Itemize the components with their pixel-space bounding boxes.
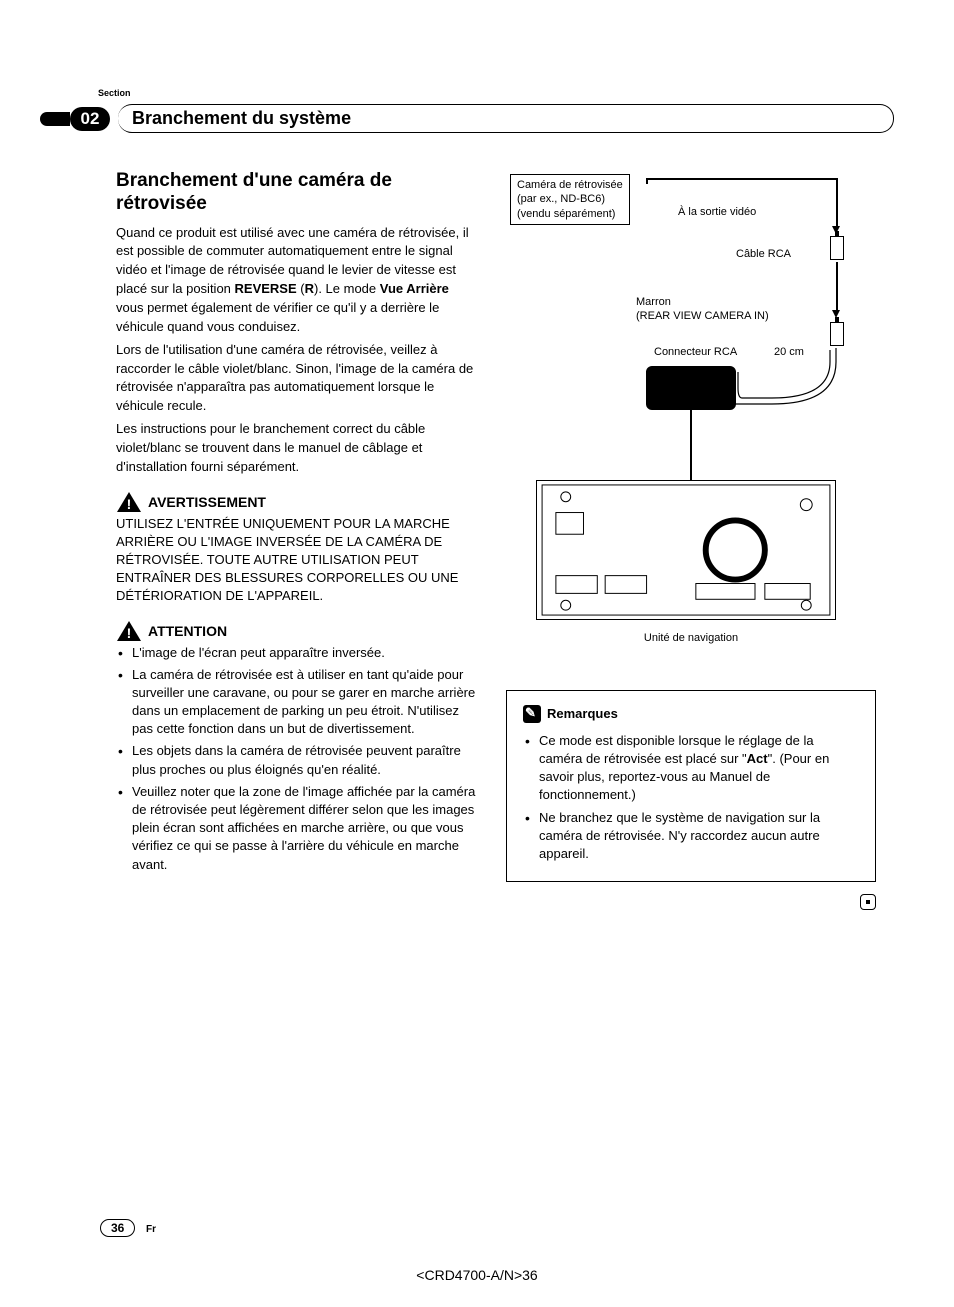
para1-post: vous permet également de vérifier ce qu'… — [116, 300, 439, 334]
attention-item: L'image de l'écran peut apparaître inver… — [116, 644, 476, 662]
notes-heading-label: Remarques — [547, 705, 618, 724]
notes-item: Ce mode est disponible lorsque le réglag… — [523, 732, 859, 805]
chapter-title: Branchement du système — [132, 108, 351, 128]
attention-heading: ! ATTENTION — [116, 620, 476, 642]
video-out-label: À la sortie vidéo — [678, 206, 756, 219]
right-column: Caméra de rétrovisée (par ex., ND-BC6) (… — [506, 170, 876, 1187]
notes-box: Remarques Ce mode est disponible lorsque… — [506, 690, 876, 882]
warning-triangle-icon: ! — [116, 491, 142, 513]
camera-label-box: Caméra de rétrovisée (par ex., ND-BC6) (… — [510, 174, 630, 225]
article-title: Branchement d'une caméra de rétrovisée — [116, 170, 476, 216]
para1-bold-r: R — [305, 281, 314, 296]
chapter-title-wrap: Branchement du système — [118, 104, 894, 133]
para1-bold-vue: Vue Arrière — [380, 281, 449, 296]
intro-paragraph-1: Quand ce produit est utilisé avec une ca… — [116, 224, 476, 337]
camera-box-line3: (vendu séparément) — [517, 207, 623, 221]
warning-body: UTILISEZ L'ENTRÉE UNIQUEMENT POUR LA MAR… — [116, 515, 476, 606]
section-label: Section — [98, 88, 131, 98]
notes-item-0-bold: Act — [747, 751, 768, 766]
section-end-icon — [860, 894, 876, 910]
rca-cable-label: Câble RCA — [736, 248, 791, 261]
wire — [836, 178, 838, 228]
para1-mid: ( — [297, 281, 305, 296]
page-number-badge: 36 — [100, 1219, 135, 1237]
language-code: Fr — [146, 1224, 156, 1235]
notes-heading: Remarques — [523, 705, 859, 724]
notes-list: Ce mode est disponible lorsque le réglag… — [523, 732, 859, 863]
warning-heading: ! AVERTISSEMENT — [116, 491, 476, 513]
intro-paragraph-3: Les instructions pour le branchement cor… — [116, 420, 476, 477]
section-number-badge: 02 — [70, 107, 110, 131]
svg-text:!: ! — [127, 625, 132, 641]
document-code: <CRD4700-A/N>36 — [0, 1267, 954, 1283]
attention-label: ATTENTION — [148, 623, 227, 639]
attention-list: L'image de l'écran peut apparaître inver… — [116, 644, 476, 874]
attention-item: Les objets dans la caméra de rétrovisée … — [116, 742, 476, 778]
attention-item: Veuillez noter que la zone de l'image af… — [116, 783, 476, 874]
rca-plug-bottom — [830, 322, 844, 346]
rca-connector-block — [646, 366, 736, 410]
wire — [690, 410, 692, 480]
svg-text:!: ! — [127, 496, 132, 512]
para1-bold-reverse: REVERSE — [235, 281, 297, 296]
left-column: Branchement d'une caméra de rétrovisée Q… — [116, 170, 476, 1187]
para1-mid2: ). Le mode — [314, 281, 380, 296]
unit-detail-icon — [537, 481, 835, 619]
wire — [646, 178, 836, 180]
chapter-header: 02 Branchement du système — [40, 104, 894, 133]
connection-diagram: Caméra de rétrovisée (par ex., ND-BC6) (… — [506, 170, 876, 660]
intro-paragraph-2: Lors de l'utilisation d'une caméra de ré… — [116, 341, 476, 416]
notes-pencil-icon — [523, 705, 541, 723]
camera-box-line2: (par ex., ND-BC6) — [517, 192, 623, 206]
cable-curve — [732, 348, 842, 418]
rca-plug-top — [830, 236, 844, 260]
attention-item: La caméra de rétrovisée est à utiliser e… — [116, 666, 476, 739]
wire — [836, 262, 838, 312]
attention-triangle-icon: ! — [116, 620, 142, 642]
rca-connector-label: Connecteur RCA — [654, 346, 737, 359]
navigation-unit — [536, 480, 836, 620]
rear-camera-in-label: (REAR VIEW CAMERA IN) — [636, 310, 769, 323]
notes-item: Ne branchez que le système de navigation… — [523, 809, 859, 864]
unit-caption: Unité de navigation — [506, 632, 876, 644]
camera-box-line1: Caméra de rétrovisée — [517, 178, 623, 192]
warning-label: AVERTISSEMENT — [148, 494, 266, 510]
brown-label: Marron — [636, 296, 671, 309]
